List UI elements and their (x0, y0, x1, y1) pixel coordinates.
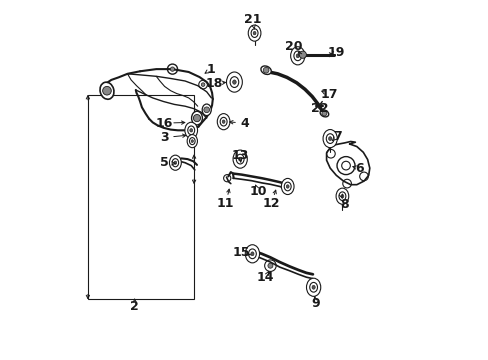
Ellipse shape (320, 110, 328, 117)
Ellipse shape (217, 114, 229, 130)
Text: 14: 14 (256, 271, 274, 284)
Bar (88, 95, 194, 299)
Text: 17: 17 (320, 88, 337, 101)
Text: 7: 7 (332, 130, 341, 143)
Circle shape (203, 107, 209, 113)
Ellipse shape (226, 72, 242, 92)
Ellipse shape (184, 122, 197, 138)
Text: 11: 11 (217, 197, 234, 210)
Circle shape (321, 111, 326, 116)
Ellipse shape (169, 155, 181, 170)
Ellipse shape (253, 31, 256, 35)
Ellipse shape (290, 47, 305, 65)
Ellipse shape (236, 154, 244, 164)
Text: 13: 13 (231, 149, 248, 162)
Ellipse shape (323, 130, 337, 148)
Circle shape (170, 67, 174, 71)
Ellipse shape (328, 137, 331, 140)
Ellipse shape (191, 111, 202, 125)
Ellipse shape (172, 159, 178, 167)
Ellipse shape (251, 29, 258, 37)
Text: 12: 12 (262, 197, 280, 210)
Ellipse shape (189, 138, 195, 145)
Ellipse shape (293, 51, 301, 61)
Text: 20: 20 (285, 40, 302, 53)
Ellipse shape (285, 185, 288, 188)
Ellipse shape (311, 285, 315, 289)
Ellipse shape (248, 25, 261, 41)
Ellipse shape (325, 134, 333, 143)
Ellipse shape (100, 82, 114, 99)
Text: 10: 10 (249, 185, 266, 198)
Ellipse shape (284, 182, 290, 191)
Text: 3: 3 (160, 131, 168, 144)
Text: 5: 5 (160, 156, 169, 169)
Ellipse shape (245, 245, 259, 263)
Ellipse shape (306, 278, 320, 296)
Circle shape (263, 67, 268, 73)
Circle shape (299, 51, 306, 58)
Ellipse shape (174, 161, 176, 164)
Circle shape (193, 114, 200, 122)
Ellipse shape (340, 194, 343, 198)
Text: 21: 21 (243, 13, 261, 26)
Ellipse shape (296, 54, 299, 58)
Ellipse shape (309, 282, 317, 292)
Text: 16: 16 (156, 117, 173, 130)
Ellipse shape (335, 188, 348, 204)
Ellipse shape (233, 150, 247, 168)
Ellipse shape (261, 66, 271, 75)
Ellipse shape (202, 104, 211, 116)
Ellipse shape (232, 80, 236, 84)
Text: 15: 15 (232, 246, 250, 259)
Text: 19: 19 (327, 46, 344, 59)
Ellipse shape (250, 252, 254, 256)
Ellipse shape (238, 157, 241, 161)
Circle shape (267, 263, 272, 268)
Ellipse shape (230, 77, 238, 87)
Ellipse shape (222, 120, 224, 123)
Ellipse shape (220, 117, 226, 126)
Circle shape (201, 83, 204, 86)
Ellipse shape (248, 249, 256, 259)
Text: 8: 8 (340, 198, 348, 211)
Ellipse shape (338, 192, 345, 201)
Text: 2: 2 (130, 300, 139, 313)
Text: 6: 6 (355, 162, 363, 175)
Text: 1: 1 (206, 63, 215, 76)
Ellipse shape (187, 135, 197, 148)
Text: 22: 22 (310, 102, 327, 115)
Circle shape (102, 86, 111, 95)
Ellipse shape (281, 179, 293, 194)
Text: 4: 4 (240, 117, 248, 130)
Ellipse shape (187, 126, 194, 135)
Ellipse shape (189, 129, 192, 132)
Ellipse shape (191, 140, 193, 143)
Text: 18: 18 (205, 77, 222, 90)
Text: 9: 9 (311, 297, 320, 310)
